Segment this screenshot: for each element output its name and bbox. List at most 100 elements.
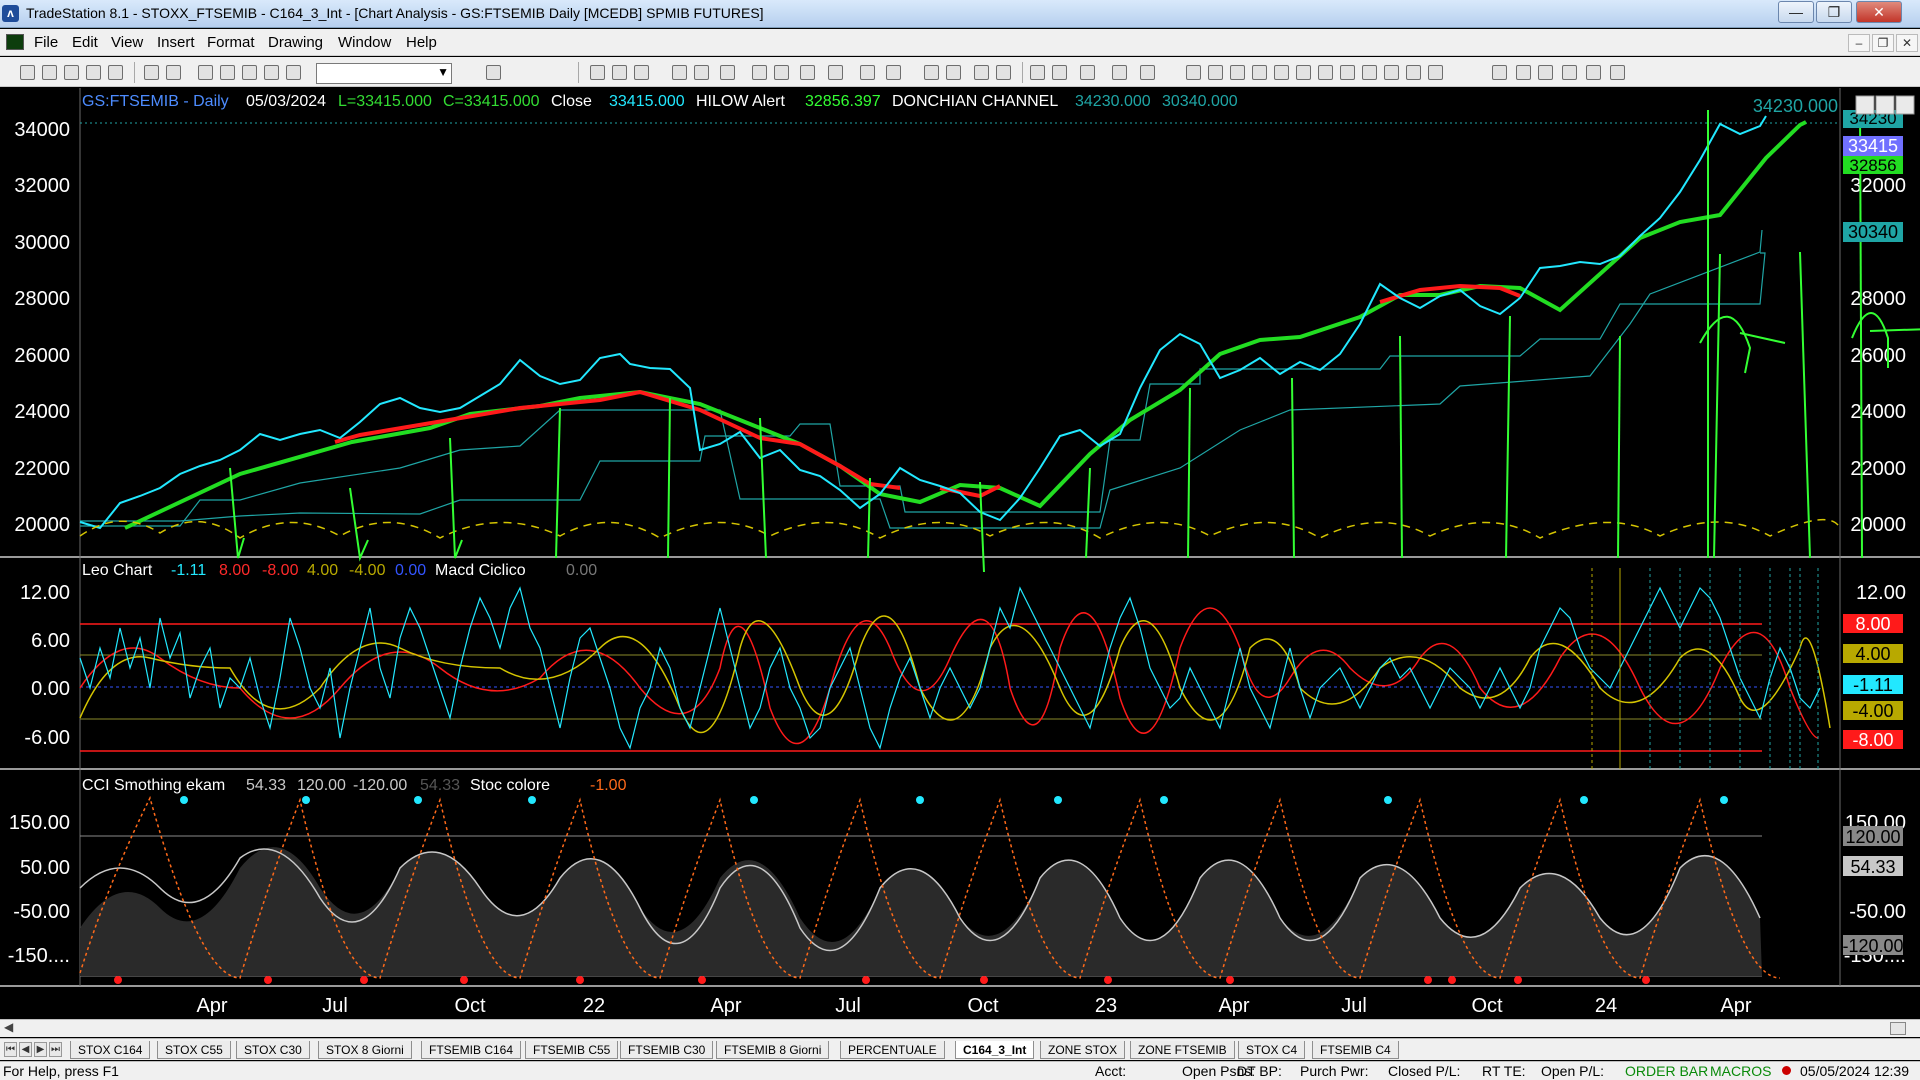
crosshair-icon[interactable] [1080, 65, 1095, 80]
time-axis-label: 24 [1595, 995, 1617, 1017]
trendline-icon[interactable] [1186, 65, 1201, 80]
macro-icon[interactable] [264, 65, 279, 80]
tab-zone-ftsemib[interactable]: ZONE FTSEMIB [1130, 1041, 1235, 1059]
tab-ftsemib-8-giorni[interactable]: FTSEMIB 8 Giorni [716, 1041, 830, 1059]
data-window-icon[interactable] [1112, 65, 1127, 80]
menu-format[interactable]: Format [207, 34, 255, 51]
zoom-in-icon[interactable] [974, 65, 989, 80]
tab-stox-c30[interactable]: STOX C30 [236, 1041, 310, 1059]
globe-icon[interactable] [286, 65, 301, 80]
new-icon[interactable] [20, 65, 35, 80]
speed-lines-icon[interactable] [1384, 65, 1399, 80]
expand-icon[interactable] [828, 65, 843, 80]
menu-window[interactable]: Window [338, 34, 392, 51]
tab-stox-8-giorni[interactable]: STOX 8 Giorni [318, 1041, 412, 1059]
format-window-icon[interactable] [198, 65, 213, 80]
pencil-icon[interactable] [1428, 65, 1443, 80]
macros-button[interactable]: MACROS [1710, 1063, 1772, 1079]
new-workspace-icon[interactable] [64, 65, 79, 80]
candle-chart-icon[interactable] [634, 65, 649, 80]
print-preview-icon[interactable] [166, 65, 181, 80]
compress-icon[interactable] [860, 65, 875, 80]
scroll-thumb[interactable] [1890, 1022, 1906, 1035]
tab-percentuale[interactable]: PERCENTUALE [840, 1041, 945, 1059]
format-symbol-icon[interactable] [220, 65, 235, 80]
minimize-button[interactable]: — [1778, 1, 1814, 23]
channel-icon[interactable] [1296, 65, 1311, 80]
menu-file[interactable]: File [34, 34, 59, 51]
leo-axis-label: -6.00 [24, 727, 70, 749]
tab-last-icon[interactable]: ⏭ [49, 1042, 62, 1057]
tab-stox-c55[interactable]: STOX C55 [157, 1041, 231, 1059]
bar-chart-icon[interactable] [590, 65, 605, 80]
arc-icon[interactable] [1406, 65, 1421, 80]
indicator-icon[interactable] [672, 65, 687, 80]
chart-type-icon[interactable] [800, 65, 815, 80]
menu-insert[interactable]: Insert [157, 34, 195, 51]
rectangle-icon[interactable] [1586, 65, 1601, 80]
menu-edit[interactable]: Edit [72, 34, 98, 51]
print-icon[interactable] [144, 65, 159, 80]
lock-icon[interactable] [242, 65, 257, 80]
open-workspace-icon[interactable] [86, 65, 101, 80]
text-tool-icon[interactable] [1610, 65, 1625, 80]
find-icon[interactable] [486, 65, 501, 80]
bars-right-icon[interactable] [924, 65, 939, 80]
alert-icon[interactable] [774, 65, 789, 80]
drawing-objects-icon[interactable] [1140, 65, 1155, 80]
ellipse-icon[interactable] [1562, 65, 1577, 80]
fibonacci-icon[interactable] [1252, 65, 1267, 80]
menu-drawing[interactable]: Drawing [268, 34, 324, 51]
strategy-icon[interactable] [694, 65, 709, 80]
close-button[interactable]: ✕ [1856, 1, 1902, 23]
save-icon[interactable] [108, 65, 123, 80]
pane-close-button[interactable] [1895, 95, 1915, 115]
horizontal-line-icon[interactable] [1230, 65, 1245, 80]
andrews-pitchfork-icon[interactable] [1340, 65, 1355, 80]
zoom-out-icon[interactable] [996, 65, 1011, 80]
tab-c164-3-int[interactable]: C164_3_Int [955, 1041, 1035, 1059]
menu-view[interactable]: View [111, 34, 144, 51]
status-help-text: For Help, press F1 [3, 1063, 119, 1079]
tab-ftsemib-c30[interactable]: FTSEMIB C30 [620, 1041, 714, 1059]
tab-ftsemib-c164[interactable]: FTSEMIB C164 [421, 1041, 522, 1059]
line-chart-icon[interactable] [612, 65, 627, 80]
mdi-minimize-button[interactable]: – [1848, 34, 1870, 52]
regression-icon[interactable] [1318, 65, 1333, 80]
time-axis-label: Oct [1471, 995, 1503, 1017]
gann-icon[interactable] [1274, 65, 1289, 80]
refresh-icon[interactable] [752, 65, 767, 80]
space-icon[interactable] [886, 65, 901, 80]
tab-zone-stox[interactable]: ZONE STOX [1040, 1041, 1126, 1059]
tab-stox-c164[interactable]: STOX C164 [70, 1041, 151, 1059]
parallel-lines-icon[interactable] [1362, 65, 1377, 80]
chart-window-icon[interactable] [6, 34, 24, 50]
time-axis-label: Apr [196, 995, 227, 1017]
data-icon[interactable] [720, 65, 735, 80]
bars-left-icon[interactable] [946, 65, 961, 80]
tab-prev-icon[interactable]: ◀ [19, 1042, 32, 1057]
hand-icon[interactable] [1052, 65, 1067, 80]
freehand-icon[interactable] [1492, 65, 1507, 80]
pane-minimize-button[interactable] [1855, 95, 1875, 115]
menu-help[interactable]: Help [406, 34, 437, 51]
symbol-combo[interactable]: ▼ [316, 63, 452, 84]
mdi-close-button[interactable]: ✕ [1896, 34, 1918, 52]
tab-ftsemib-c4[interactable]: FTSEMIB C4 [1312, 1041, 1399, 1059]
chart-area[interactable]: GS:FTSEMIB - Daily 05/03/2024 L=33415.00… [0, 88, 1920, 1019]
tab-stox-c4[interactable]: STOX C4 [1238, 1041, 1306, 1059]
mdi-restore-button[interactable]: ❐ [1872, 34, 1894, 52]
horizontal-scrollbar[interactable]: ◀ [0, 1019, 1920, 1037]
tab-next-icon[interactable]: ▶ [34, 1042, 47, 1057]
arrow-up-icon[interactable] [1538, 65, 1553, 80]
restore-button[interactable]: ❐ [1816, 1, 1852, 23]
cursor-icon[interactable] [1030, 65, 1045, 80]
pane-restore-button[interactable] [1875, 95, 1895, 115]
open-icon[interactable] [42, 65, 57, 80]
tab-ftsemib-c55[interactable]: FTSEMIB C55 [525, 1041, 619, 1059]
arrow-down-icon[interactable] [1516, 65, 1531, 80]
tab-first-icon[interactable]: ⏮ [4, 1042, 17, 1057]
order-bar-button[interactable]: ORDER BAR [1625, 1063, 1709, 1079]
scroll-left-icon[interactable]: ◀ [4, 1020, 14, 1034]
vertical-line-icon[interactable] [1208, 65, 1223, 80]
